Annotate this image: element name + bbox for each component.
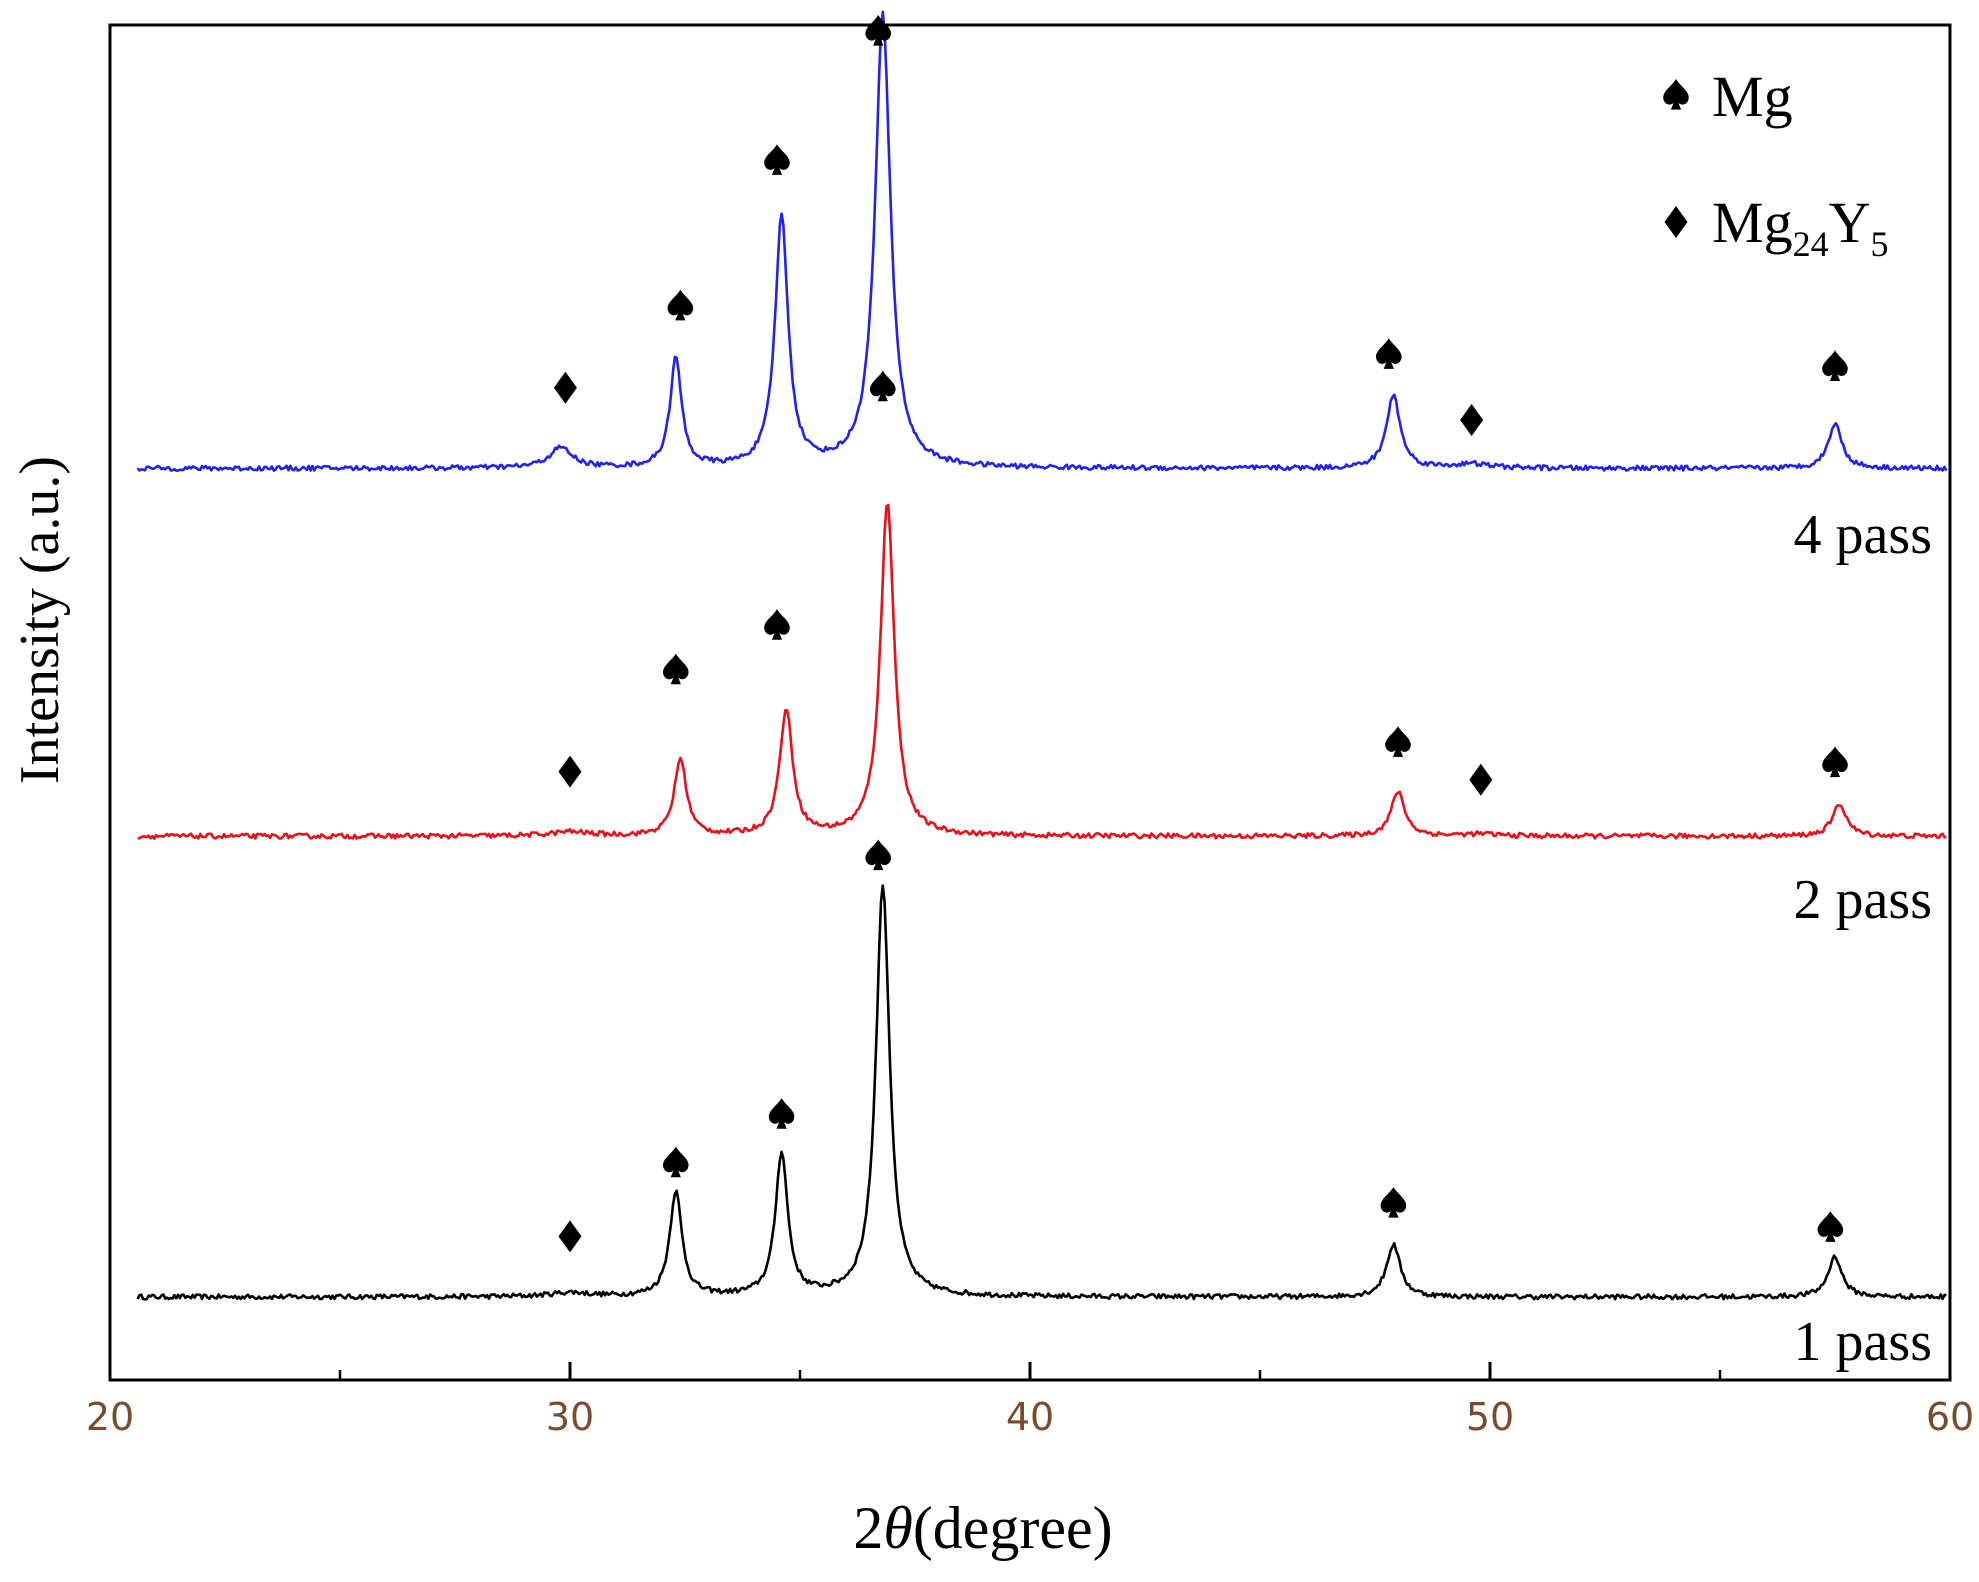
x-axis-label-prefix: 2 xyxy=(853,1495,883,1561)
series-label: 2 pass xyxy=(1794,869,1932,931)
legend-label: Mg xyxy=(1712,64,1793,129)
mg-peak-marker xyxy=(662,1146,689,1178)
mg-peak-marker xyxy=(764,144,790,175)
series-label: 4 pass xyxy=(1794,504,1932,566)
mg24y5-peak-marker xyxy=(1460,404,1484,436)
legend-label-subscript: 5 xyxy=(1870,224,1888,264)
theta-symbol: θ xyxy=(883,1495,912,1561)
series-line xyxy=(137,503,1947,840)
x-tick-label: 30 xyxy=(546,1395,594,1439)
x-tick-label: 50 xyxy=(1466,1395,1514,1439)
plot-frame xyxy=(108,23,1952,1382)
legend-label-main: Mg xyxy=(1712,64,1793,129)
mg-peak-marker xyxy=(667,289,694,321)
series-4-pass xyxy=(136,10,1948,472)
mg-peak-marker xyxy=(1817,1211,1844,1242)
mg-peak-marker xyxy=(869,370,896,402)
x-tick-label: 20 xyxy=(86,1395,134,1439)
series-2-pass xyxy=(137,370,1947,840)
mg24y5-peak-marker xyxy=(1469,763,1493,796)
mg-peak-marker xyxy=(1822,350,1848,381)
legend-label-main: Mg xyxy=(1712,190,1793,255)
legend-label-part: Y xyxy=(1829,190,1871,255)
legend-marker-spade xyxy=(1663,79,1689,110)
series-1-pass xyxy=(136,839,1947,1301)
mg-peak-marker xyxy=(865,839,892,871)
mg24y5-peak-marker xyxy=(558,755,582,788)
mg-peak-marker xyxy=(1385,726,1411,757)
mg-peak-marker xyxy=(1380,1187,1407,1218)
x-axis-label-suffix: (degree) xyxy=(913,1495,1113,1561)
mg-peak-marker xyxy=(865,15,892,46)
axis-ticks: 20 30 40 50 60 xyxy=(86,1362,1974,1439)
x-tick-label: 40 xyxy=(1006,1395,1054,1439)
y-axis-label: Intensity (a.u.) xyxy=(9,456,71,784)
series-label: 1 pass xyxy=(1794,1311,1932,1373)
mg24y5-peak-marker xyxy=(558,1220,582,1253)
mg-peak-marker xyxy=(1822,746,1848,778)
mg24y5-peak-marker xyxy=(553,371,577,404)
series-line xyxy=(136,884,1947,1301)
plot-content xyxy=(136,10,1948,1301)
x-axis-label: 2θ(degree) xyxy=(853,1495,1112,1561)
mg-peak-marker xyxy=(1375,338,1402,369)
legend-marker-diamond xyxy=(1664,206,1688,238)
series-line xyxy=(136,10,1948,472)
mg-peak-marker xyxy=(662,653,689,685)
mg-peak-marker xyxy=(764,609,790,640)
legend-label-subscript: 24 xyxy=(1793,224,1829,264)
series-labels: 1 pass 2 pass 4 pass xyxy=(1794,504,1932,1373)
mg-peak-marker xyxy=(768,1098,795,1129)
legend-label: Mg24Y5 xyxy=(1712,190,1888,264)
x-tick-label: 60 xyxy=(1926,1395,1974,1439)
